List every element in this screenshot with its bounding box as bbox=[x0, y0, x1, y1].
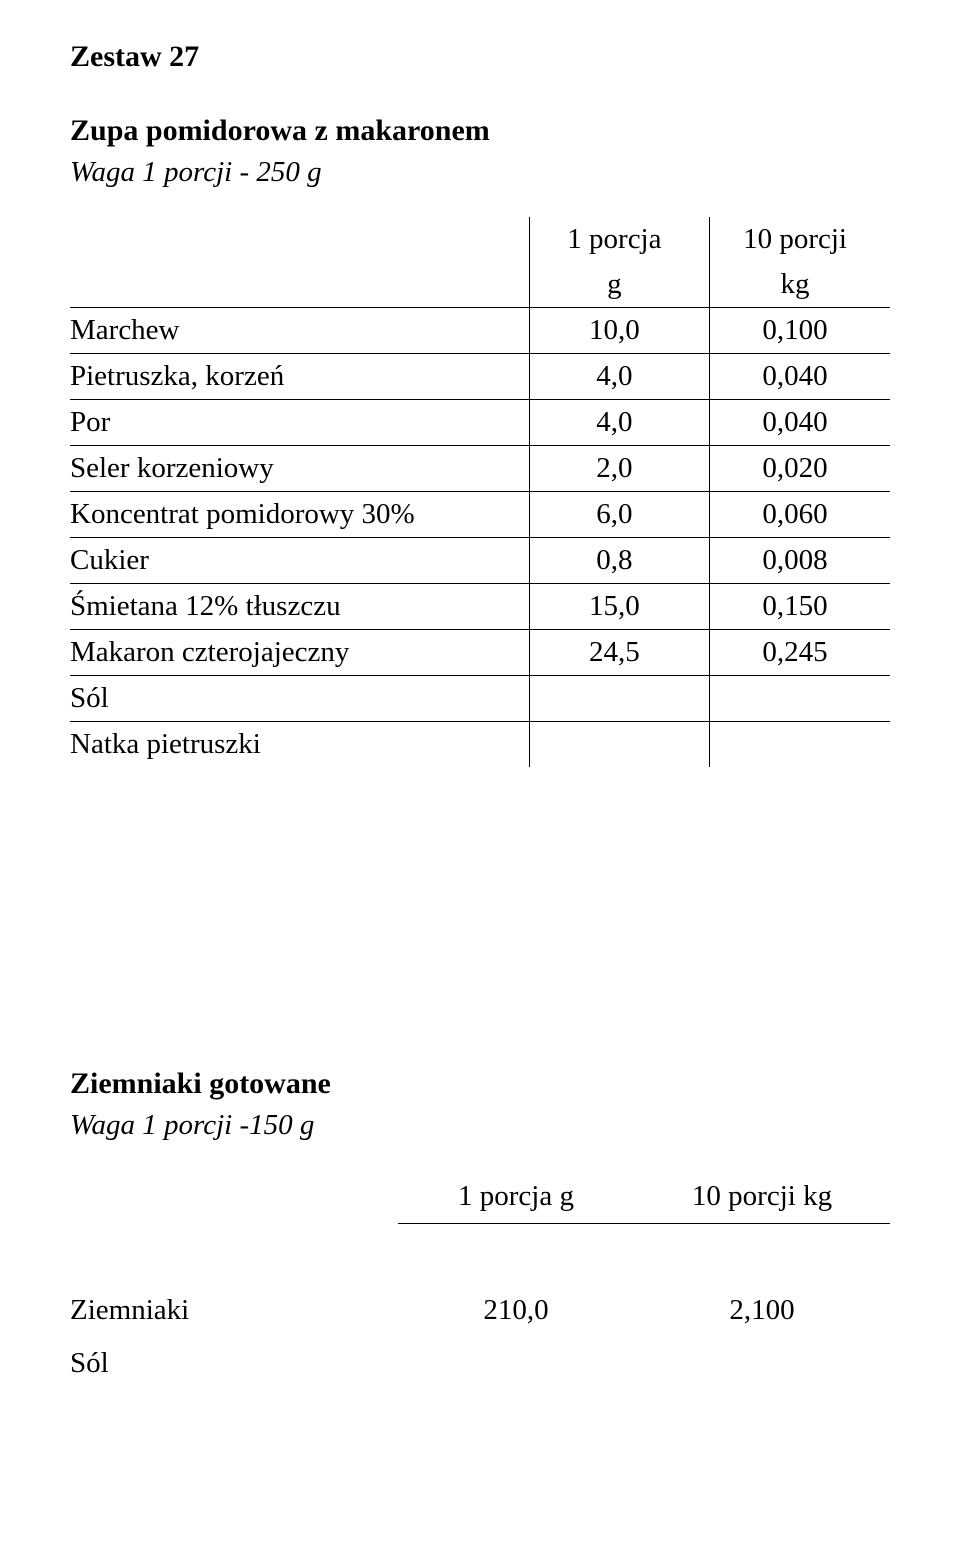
ingredient-label: Koncentrat pomidorowy 30% bbox=[70, 492, 529, 538]
dish2-title: Ziemniaki gotowane bbox=[70, 1067, 890, 1101]
col1-header: 1 porcja g bbox=[398, 1170, 644, 1224]
ingredient-v2: 0,060 bbox=[710, 492, 890, 538]
ingredient-label: Cukier bbox=[70, 538, 529, 584]
ingredient-v1: 4,0 bbox=[529, 354, 709, 400]
ingredient-label: Makaron czterojajeczny bbox=[70, 630, 529, 676]
ingredient-label: Natka pietruszki bbox=[70, 722, 529, 768]
table-row: Śmietana 12% tłuszczu 15,0 0,150 bbox=[70, 584, 890, 630]
table-row: Sól bbox=[70, 676, 890, 722]
ingredient-v1: 210,0 bbox=[398, 1284, 644, 1337]
col2-header-line1: 10 porcji bbox=[710, 217, 890, 262]
ingredient-label: Marchew bbox=[70, 308, 529, 354]
col2-header: 10 porcji kg bbox=[644, 1170, 890, 1224]
table-header-unit-row: g kg bbox=[70, 262, 890, 308]
dish1-portion-note: Waga 1 porcji - 250 g bbox=[70, 156, 890, 189]
ingredient-v1 bbox=[529, 722, 709, 768]
table-row: Cukier 0,8 0,008 bbox=[70, 538, 890, 584]
ingredient-v2: 0,008 bbox=[710, 538, 890, 584]
ingredient-v1: 4,0 bbox=[529, 400, 709, 446]
col1-header-line1: 1 porcja bbox=[529, 217, 709, 262]
ingredient-v2 bbox=[644, 1337, 890, 1390]
ingredient-label: Pietruszka, korzeń bbox=[70, 354, 529, 400]
ingredient-label: Sól bbox=[70, 1337, 398, 1390]
ingredient-v2: 0,100 bbox=[710, 308, 890, 354]
dish1-table: 1 porcja 10 porcji g kg Marchew 10,0 0,1… bbox=[70, 217, 890, 767]
ingredient-v2: 0,245 bbox=[710, 630, 890, 676]
ingredient-v1: 2,0 bbox=[529, 446, 709, 492]
table-row: Seler korzeniowy 2,0 0,020 bbox=[70, 446, 890, 492]
table-row: Makaron czterojajeczny 24,5 0,245 bbox=[70, 630, 890, 676]
ingredient-label: Śmietana 12% tłuszczu bbox=[70, 584, 529, 630]
ingredient-v1: 6,0 bbox=[529, 492, 709, 538]
table-row: Pietruszka, korzeń 4,0 0,040 bbox=[70, 354, 890, 400]
ingredient-v2 bbox=[710, 676, 890, 722]
ingredient-v2 bbox=[710, 722, 890, 768]
ingredient-label: Seler korzeniowy bbox=[70, 446, 529, 492]
ingredient-v1: 15,0 bbox=[529, 584, 709, 630]
ingredient-v2: 0,020 bbox=[710, 446, 890, 492]
ingredient-v1 bbox=[529, 676, 709, 722]
ingredient-label: Sól bbox=[70, 676, 529, 722]
col1-header-line2: g bbox=[529, 262, 709, 308]
ingredient-v2: 0,150 bbox=[710, 584, 890, 630]
table-header-row: 1 porcja g 10 porcji kg bbox=[70, 1170, 890, 1224]
ingredient-label: Por bbox=[70, 400, 529, 446]
table-row: Por 4,0 0,040 bbox=[70, 400, 890, 446]
table-row: Ziemniaki 210,0 2,100 bbox=[70, 1284, 890, 1337]
ingredient-v2: 0,040 bbox=[710, 400, 890, 446]
table-row: Marchew 10,0 0,100 bbox=[70, 308, 890, 354]
table-row: Sól bbox=[70, 1337, 890, 1390]
ingredient-v2: 0,040 bbox=[710, 354, 890, 400]
dish1-title: Zupa pomidorowa z makaronem bbox=[70, 114, 890, 148]
table-row: Koncentrat pomidorowy 30% 6,0 0,060 bbox=[70, 492, 890, 538]
ingredient-v1 bbox=[398, 1337, 644, 1390]
ingredient-v2: 2,100 bbox=[644, 1284, 890, 1337]
ingredient-v1: 0,8 bbox=[529, 538, 709, 584]
dish2-table: 1 porcja g 10 porcji kg Ziemniaki 210,0 … bbox=[70, 1170, 890, 1390]
ingredient-label: Ziemniaki bbox=[70, 1284, 398, 1337]
ingredient-v1: 10,0 bbox=[529, 308, 709, 354]
dish2-portion-note: Waga 1 porcji -150 g bbox=[70, 1109, 890, 1142]
table-row: Natka pietruszki bbox=[70, 722, 890, 768]
ingredient-v1: 24,5 bbox=[529, 630, 709, 676]
table-header-row: 1 porcja 10 porcji bbox=[70, 217, 890, 262]
spacer-row bbox=[70, 1224, 890, 1284]
col2-header-line2: kg bbox=[710, 262, 890, 308]
set-title: Zestaw 27 bbox=[70, 40, 890, 74]
